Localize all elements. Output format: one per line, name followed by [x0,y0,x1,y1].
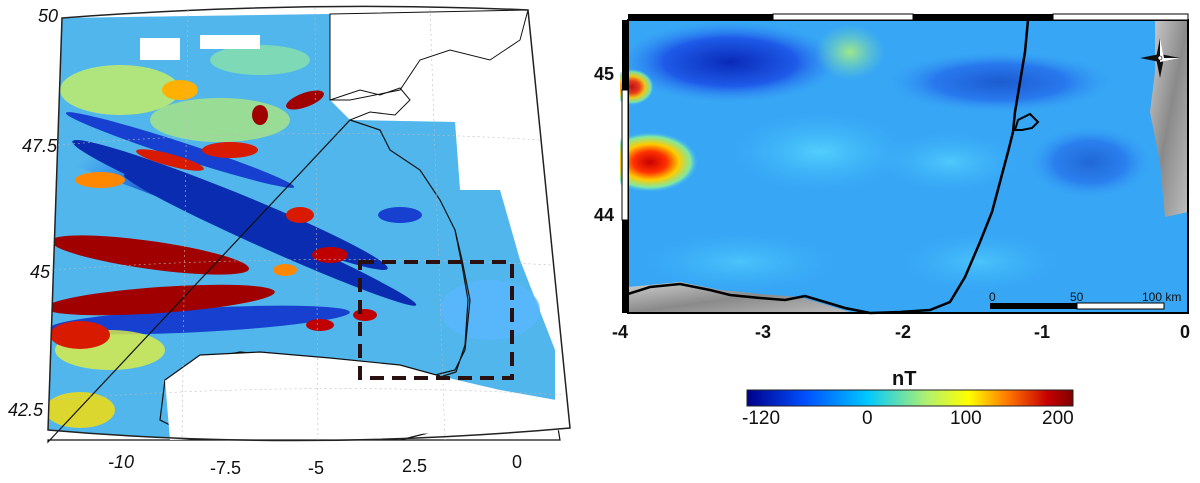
right-lon-label: -3 [755,322,772,342]
left-map [47,5,571,444]
scale-bar [990,302,1165,310]
right-lon-label: -4 [612,322,629,342]
right-map [620,13,1189,315]
colorbar-tick: 100 [950,408,982,429]
left-lon-label: -7.5 [210,458,242,478]
scalebar-label: 100 km [1142,290,1182,304]
left-lon-label: 2.5 [402,456,428,476]
right-lon-label: -1 [1034,322,1051,342]
compass-rose-icon [1140,38,1180,78]
blue-low [620,22,840,102]
left-lon-label: 0 [512,452,523,472]
red-anomaly [620,132,698,192]
colorbar-tick: 200 [1042,408,1074,429]
colorbar-tick: -120 [742,408,781,429]
left-lat-label: 45 [30,262,51,282]
right-lon-label: 0 [1180,322,1191,342]
coastline [627,19,1030,315]
scalebar-label: 50 [1070,290,1084,304]
left-lat-label: 47.5 [22,136,58,156]
right-lat-label: 45 [594,64,615,84]
left-lon-label: -10 [108,452,135,472]
left-lat-label: 50 [38,6,59,26]
colorbar-unit: nT [892,368,917,390]
left-lat-label: 42.5 [8,400,44,420]
colorbar-tick: 0 [862,408,873,429]
inset-box [358,260,514,380]
colorbar [746,389,1074,407]
right-lat-label: 44 [594,205,615,225]
right-lon-label: -2 [895,322,912,342]
left-anomaly-field [48,14,555,440]
left-lon-label: -5 [308,458,325,478]
scalebar-label: 0 [989,290,996,304]
